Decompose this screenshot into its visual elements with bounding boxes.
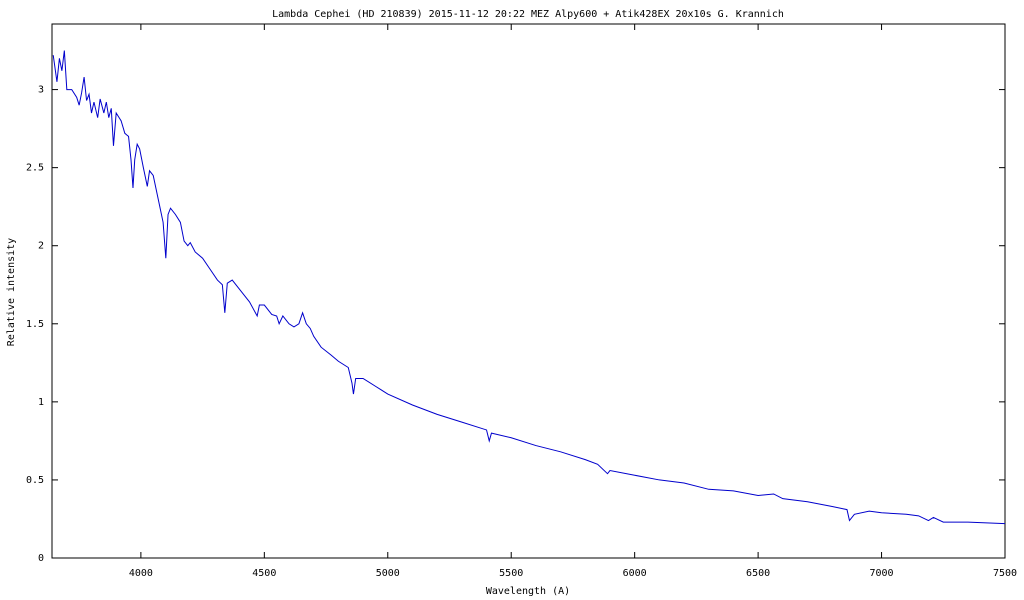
chart-title: Lambda Cephei (HD 210839) 2015-11-12 20:…	[272, 9, 784, 20]
plot-frame	[51, 23, 1006, 559]
x-tick-label: 6500	[746, 568, 770, 579]
x-tick-label: 5500	[499, 568, 523, 579]
x-tick-label: 7000	[870, 568, 894, 579]
y-axis-label: Relative intensity	[6, 238, 17, 346]
y-tick-label: 3	[38, 85, 44, 96]
x-tick-label: 6000	[623, 568, 647, 579]
x-tick-label: 4500	[252, 568, 276, 579]
x-tick-label: 5000	[376, 568, 400, 579]
x-tick-label: 4000	[129, 568, 153, 579]
y-tick-label: 1	[38, 397, 44, 408]
y-tick-label: 1.5	[26, 319, 44, 330]
y-tick-label: 2.5	[26, 163, 44, 174]
y-tick-label: 0	[38, 553, 44, 564]
y-tick-label: 2	[38, 241, 44, 252]
x-tick-label: 7500	[993, 568, 1017, 579]
x-axis-label: Wavelength (A)	[486, 586, 570, 597]
spectrum-line	[52, 50, 1006, 525]
y-tick-label: 0.5	[26, 475, 44, 486]
